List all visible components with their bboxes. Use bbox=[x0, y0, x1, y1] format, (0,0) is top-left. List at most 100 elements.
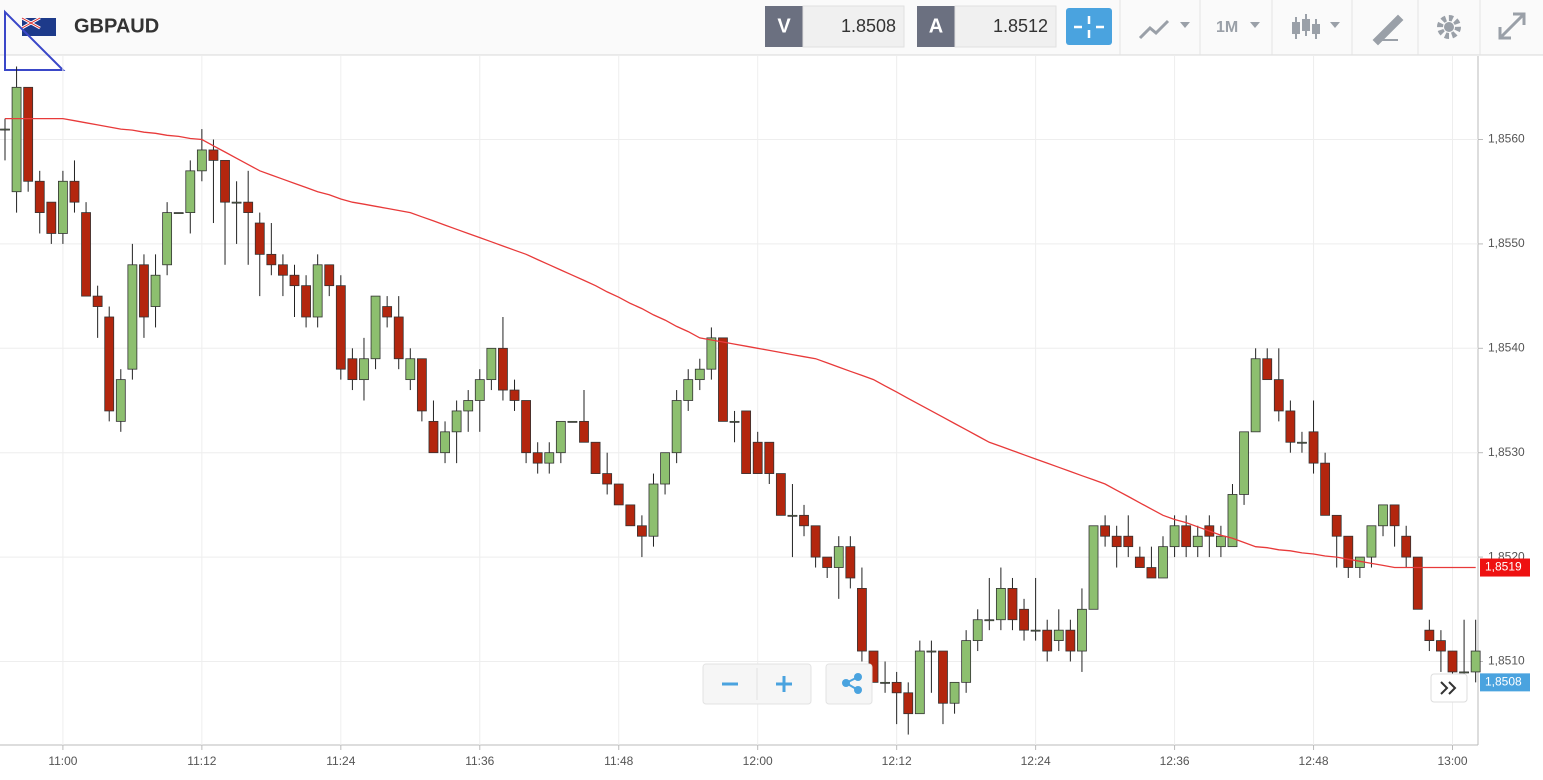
candle-body bbox=[347, 358, 358, 381]
settings-icon-core bbox=[1444, 22, 1454, 32]
candle-body bbox=[972, 619, 983, 642]
crosshair-icon bbox=[1074, 16, 1104, 38]
candle-body bbox=[995, 588, 1006, 621]
dropdown-arrow bbox=[1330, 22, 1340, 28]
candle-body bbox=[984, 619, 995, 622]
candle-body bbox=[58, 180, 68, 234]
x-tick-label: 11:36 bbox=[465, 754, 494, 768]
candle-body bbox=[752, 441, 763, 474]
candle-body bbox=[764, 441, 775, 474]
candle-body bbox=[289, 274, 300, 287]
plot: 1,85101,85201,85301,85401,85501,856011:0… bbox=[0, 56, 1525, 768]
dropdown-arrow bbox=[1180, 22, 1190, 28]
chart-type-icon[interactable] bbox=[1138, 19, 1170, 40]
candle-body bbox=[324, 264, 335, 287]
scroll-end-icon bbox=[1440, 681, 1457, 695]
x-tick-label: 13:00 bbox=[1437, 754, 1467, 768]
candle-body bbox=[544, 452, 555, 464]
bid-label-box[interactable] bbox=[765, 6, 803, 47]
candle-body bbox=[139, 264, 149, 318]
candle-body bbox=[694, 368, 705, 381]
share-dot bbox=[842, 679, 850, 687]
share-dot bbox=[854, 686, 862, 694]
y-tick-label: 1,8540 bbox=[1488, 340, 1525, 354]
candle-body bbox=[567, 420, 578, 423]
zoom-in[interactable] bbox=[776, 676, 792, 692]
drawing-triangle bbox=[4, 9, 66, 71]
candle-body bbox=[1378, 504, 1388, 527]
bid-box[interactable] bbox=[802, 5, 905, 48]
candle-body bbox=[1227, 494, 1238, 548]
candle-body bbox=[1134, 556, 1145, 568]
ma-price-tag-bg bbox=[1480, 558, 1530, 577]
ask-label-box[interactable] bbox=[917, 6, 955, 47]
candle-body bbox=[1146, 567, 1157, 579]
moving-average bbox=[5, 117, 1476, 569]
candle-body bbox=[1424, 629, 1435, 642]
candle-body bbox=[173, 212, 184, 214]
share-dot bbox=[854, 673, 862, 681]
candle-body bbox=[833, 546, 844, 568]
candle-body bbox=[509, 389, 520, 401]
candle-body bbox=[196, 149, 207, 172]
candle-body bbox=[1459, 671, 1469, 674]
candle-body bbox=[440, 431, 450, 454]
candle-body bbox=[1216, 535, 1226, 548]
fullscreen-icon[interactable] bbox=[1498, 12, 1526, 40]
candle-body bbox=[1447, 650, 1458, 673]
candle-body bbox=[1007, 588, 1018, 621]
candle-body bbox=[775, 473, 786, 516]
symbol: GBPAUD bbox=[74, 15, 159, 37]
zoom-controls bbox=[702, 663, 1468, 705]
candle-body bbox=[822, 556, 833, 568]
candle-body bbox=[1019, 608, 1029, 631]
candle-body bbox=[532, 452, 543, 464]
candle-body bbox=[1470, 650, 1481, 673]
candle-body bbox=[0, 128, 10, 131]
candle-body bbox=[857, 588, 867, 652]
y-tick-label: 1,8560 bbox=[1488, 132, 1525, 146]
candle-body bbox=[1308, 431, 1319, 464]
x-tick-label: 11:00 bbox=[48, 754, 77, 768]
candle-body bbox=[891, 681, 902, 694]
candle-body bbox=[81, 212, 91, 297]
ask-price: 1.8512 bbox=[993, 16, 1048, 36]
candle-body bbox=[1053, 629, 1064, 642]
candle-body bbox=[637, 525, 647, 537]
candle-body bbox=[741, 410, 752, 474]
candle-body bbox=[1273, 379, 1284, 412]
x-tick-label: 11:48 bbox=[604, 754, 633, 768]
candle-body bbox=[1111, 535, 1122, 548]
candle-body bbox=[683, 379, 694, 401]
candle-body bbox=[92, 295, 103, 307]
candle-body bbox=[1285, 410, 1296, 443]
candle-body bbox=[1042, 629, 1053, 652]
candle-body bbox=[208, 149, 219, 161]
candle-body bbox=[416, 358, 427, 412]
settings-icon[interactable] bbox=[1437, 15, 1461, 39]
candle-body bbox=[474, 379, 485, 401]
draw-icon[interactable] bbox=[1372, 14, 1404, 46]
flag-cross bbox=[21, 17, 41, 29]
ask-box[interactable] bbox=[954, 5, 1057, 48]
candle-body bbox=[1030, 629, 1041, 632]
candle-body bbox=[312, 264, 323, 318]
candle-body bbox=[463, 400, 474, 412]
candles-icon-bodies bbox=[1292, 19, 1320, 34]
scroll-end-button[interactable] bbox=[1430, 673, 1468, 703]
timeframe[interactable]: 1M bbox=[1216, 19, 1238, 36]
candle-body bbox=[220, 159, 230, 203]
crosshair-button[interactable] bbox=[1066, 8, 1112, 45]
candle-body bbox=[1250, 358, 1261, 433]
candle-body bbox=[1181, 525, 1192, 548]
last-price-tag: 1,8508 bbox=[1485, 675, 1522, 689]
x-tick-label: 11:24 bbox=[326, 754, 355, 768]
candle-body bbox=[278, 264, 288, 276]
candle-body bbox=[718, 337, 728, 422]
candle-body bbox=[115, 379, 126, 422]
x-tick-label: 12:24 bbox=[1021, 754, 1051, 768]
candle-body bbox=[498, 347, 508, 391]
candle-body bbox=[1262, 358, 1273, 381]
x-tick-label: 12:00 bbox=[743, 754, 773, 768]
